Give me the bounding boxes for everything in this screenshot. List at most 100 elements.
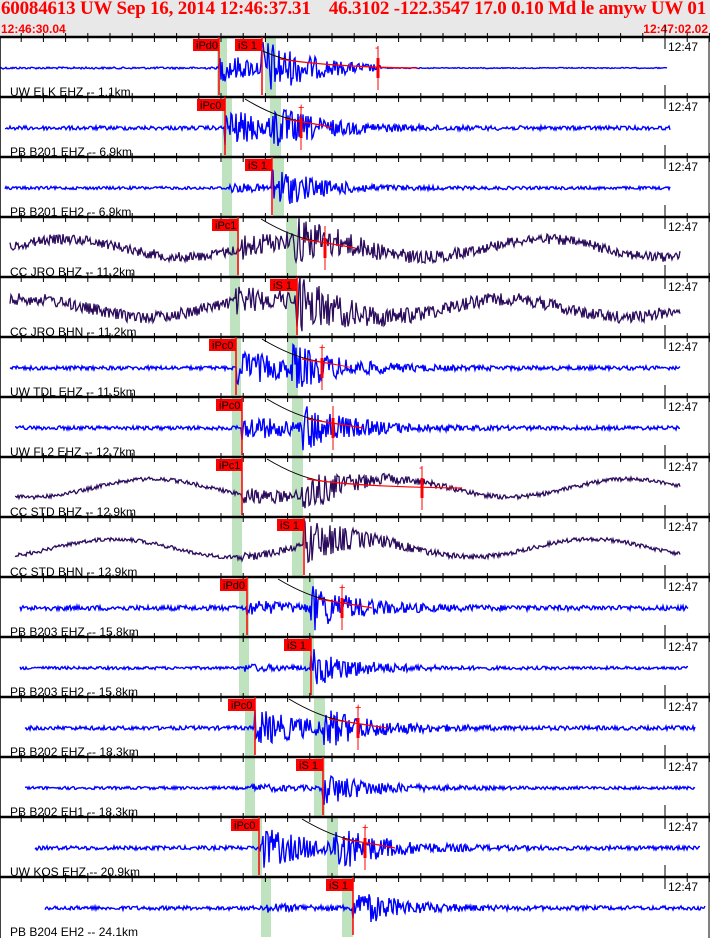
amplitude-sign: + — [319, 342, 325, 354]
trace-panel[interactable]: - iPc1 12:47 CC STD BHZ -- 12.9km — [0, 445, 710, 519]
station-label: UW KOS EHZ -- 20.9km — [10, 865, 140, 879]
pick-label-box — [212, 219, 238, 231]
p-window-band — [232, 517, 242, 577]
minute-label: 12:47 — [668, 880, 698, 894]
trace-panel[interactable]: + iPc0 12:47 UW KOS EHZ -- 20.9km — [0, 805, 710, 879]
pick-label-box — [277, 519, 304, 531]
minute-label: 12:47 — [668, 340, 698, 354]
waveform — [34, 829, 701, 868]
pick-label: iS 1 — [287, 640, 306, 652]
trace-panel[interactable]: + iPd0 12:47 PB B203 EHZ -- 15.8km — [0, 565, 710, 639]
p-window-band — [229, 217, 239, 277]
s-window-band — [270, 97, 281, 157]
minute-label: 12:47 — [668, 40, 698, 54]
p-window-band — [239, 577, 249, 637]
waveform — [24, 709, 696, 746]
minute-label: 12:47 — [668, 220, 698, 234]
pick-label-box — [197, 99, 225, 111]
trace-panel[interactable]: iPc0 12:47 UW FL2 EHZ -- 12.7km — [0, 385, 710, 459]
s-window-band — [303, 577, 314, 637]
pick-label: iPc0 — [231, 700, 252, 712]
trace-panel[interactable]: + iPc0 12:47 PB B201 EHZ -- 6.9km — [0, 85, 710, 159]
coda-curve — [284, 118, 332, 129]
s-window-band — [292, 517, 303, 577]
waveform — [4, 108, 671, 147]
s-window-band — [287, 277, 298, 337]
station-label: UW TDL EHZ -- 11.5km — [10, 385, 136, 399]
end-time: 12:47:02.02 — [643, 22, 708, 36]
station-label: CC JRO BHN -- 11.2km — [10, 325, 136, 339]
station-label: CC STD BHN -- 12.9km — [10, 565, 137, 579]
pick-label-box — [235, 39, 262, 51]
station-label: CC STD BHZ -- 12.9km — [10, 505, 136, 519]
event-header: 60084613 UW Sep 16, 2014 12:46:37.31 46.… — [0, 0, 710, 37]
pick-label: iPc1 — [215, 220, 236, 232]
trace-panel[interactable]: iPc1 12:47 CC JRO BHZ -- 11.2km — [0, 205, 710, 279]
pick-label: iPc0 — [212, 340, 233, 352]
trace-panel[interactable]: iS 1 12:47 PB B201 EH2 -- 6.9km — [0, 145, 710, 219]
s-window-band — [303, 637, 314, 697]
start-time: 12:46:30.04 — [1, 22, 66, 36]
pick-label: iS 1 — [248, 160, 267, 172]
waveform — [14, 518, 681, 564]
minute-label: 12:47 — [668, 280, 698, 294]
station-label: PB B203 EH2 -- 15.8km — [10, 685, 138, 699]
amplitude-sign: - — [375, 42, 379, 54]
minute-label: 12:47 — [668, 700, 698, 714]
s-window-band — [286, 217, 297, 277]
trace-panel[interactable]: + iPc0 12:47 UW TDL EHZ -- 11.5km — [0, 325, 710, 399]
minute-label: 12:47 — [668, 520, 698, 534]
station-label: UW ELK EHZ -- 1.1km — [10, 85, 131, 99]
pick-label: iS 1 — [273, 280, 292, 292]
pick-label: iPc0 — [200, 100, 221, 112]
waveform — [9, 218, 681, 265]
pick-label-box — [209, 339, 236, 351]
waveform — [14, 406, 680, 451]
trace-panel[interactable]: iS 1 12:47 CC STD BHN -- 12.9km — [0, 505, 710, 579]
coda-curve — [300, 238, 356, 249]
coda-curve — [306, 478, 463, 489]
p-window-band — [252, 817, 262, 877]
pick-label: iS 1 — [299, 760, 318, 772]
trace-panel[interactable]: iS 1 12:47 PB B204 EH2 -- 24.1km — [0, 865, 710, 938]
coda-curve — [306, 418, 364, 429]
trace-panel[interactable]: iS 1 12:47 PB B202 EH1 -- 18.3km — [0, 745, 710, 819]
pick-label-box — [270, 279, 297, 291]
pick-label-box — [216, 459, 242, 471]
coda-curve — [317, 598, 373, 609]
waveform — [44, 894, 706, 923]
pick-label: iPc0 — [219, 400, 240, 412]
s-window-band — [327, 817, 338, 877]
p-window-band — [230, 277, 240, 337]
minute-label: 12:47 — [668, 400, 698, 414]
waveform — [9, 343, 681, 388]
station-label: PB B202 EHZ -- 18.3km — [10, 745, 139, 759]
minute-label: 12:47 — [668, 460, 698, 474]
waveform — [0, 41, 668, 90]
pick-label-box — [193, 39, 219, 51]
station-label: CC JRO BHZ -- 11.2km — [10, 265, 135, 279]
trace-panel[interactable]: iS 1 12:47 PB B203 EH2 -- 15.8km — [0, 625, 710, 699]
pick-label-box — [326, 879, 353, 891]
s-window-band — [265, 37, 276, 97]
amplitude-sign: + — [339, 582, 345, 594]
coda-curve — [328, 718, 389, 729]
event-title: 60084613 UW Sep 16, 2014 12:46:37.31 46.… — [1, 0, 710, 19]
pick-label: iPc1 — [219, 460, 240, 472]
trace-panel[interactable]: + iPc0 12:47 PB B202 EHZ -- 18.3km — [0, 685, 710, 759]
p-window-band — [232, 457, 242, 517]
minute-label: 12:47 — [668, 580, 698, 594]
minute-label: 12:47 — [668, 160, 698, 174]
pick-label-box — [296, 759, 323, 771]
pick-label-box — [220, 579, 247, 591]
pick-label-box — [216, 399, 242, 411]
trace-panel[interactable]: - iPd0 iS 1 12:47 UW ELK EHZ -- 1.1km — [0, 25, 710, 99]
pick-label: iPc0 — [234, 820, 255, 832]
pick-label-box — [245, 159, 272, 171]
waveform — [19, 586, 689, 631]
trace-panel[interactable]: iS 1 12:47 CC JRO BHN -- 11.2km — [0, 265, 710, 339]
amplitude-sign: - — [419, 462, 423, 474]
minute-label: 12:47 — [668, 820, 698, 834]
pick-label-box — [284, 639, 311, 651]
